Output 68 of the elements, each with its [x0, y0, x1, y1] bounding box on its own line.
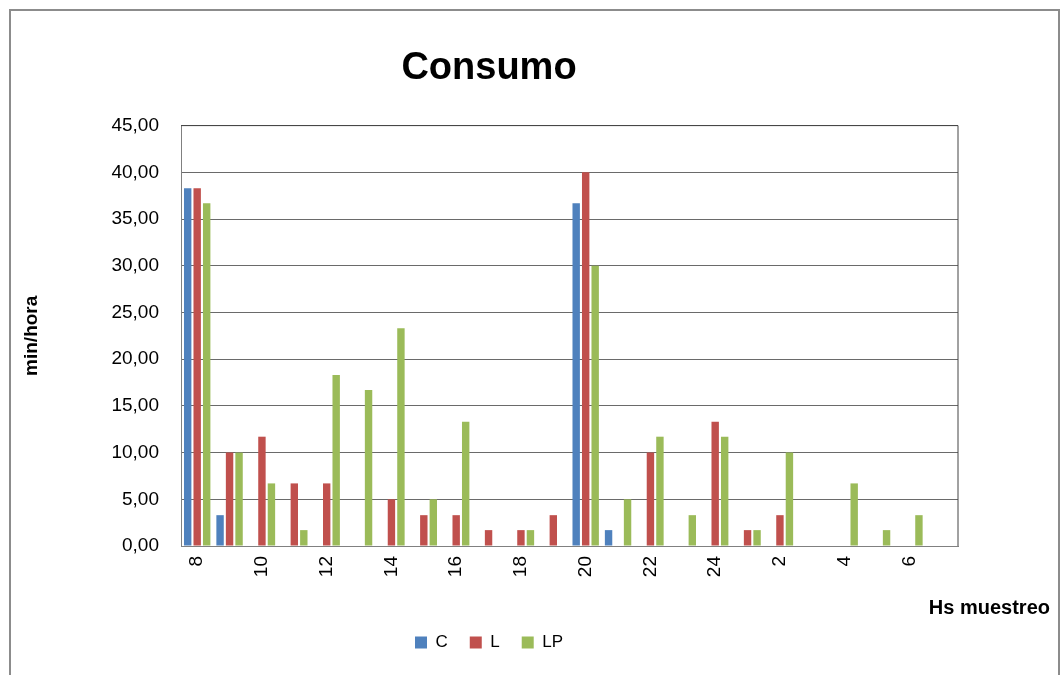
x-tick-label: 16: [444, 556, 466, 578]
y-tick-label: 30,00: [111, 253, 159, 275]
bar: [290, 483, 299, 546]
bar: [915, 515, 923, 546]
bar: [572, 203, 580, 546]
bar: [258, 436, 266, 546]
bar: [549, 515, 558, 546]
y-tick-label: 5,00: [122, 487, 159, 509]
x-tick-label: 6: [897, 556, 919, 567]
x-tick-label: 8: [185, 556, 207, 567]
bar: [785, 452, 794, 546]
bar: [623, 499, 632, 546]
bar: [461, 421, 470, 546]
bar: [517, 530, 525, 546]
x-tick-label: 20: [573, 556, 595, 578]
x-tick-label: 24: [703, 555, 725, 578]
x-tick-label: 2: [768, 556, 790, 567]
bar: [484, 530, 493, 546]
bar: [688, 515, 697, 546]
bar: [235, 452, 243, 546]
chart-title: Consumo: [401, 45, 577, 88]
bar: [743, 530, 752, 546]
x-tick-label: 22: [638, 556, 660, 578]
bar: [429, 499, 438, 546]
y-tick-label: 40,00: [111, 160, 159, 182]
bar: [452, 515, 460, 546]
y-tick-label: 45,00: [111, 113, 159, 135]
y-tick-label: 0,00: [122, 534, 159, 556]
y-axis-title: min/hora: [19, 295, 41, 376]
bar: [216, 515, 224, 546]
y-tick-label: 15,00: [111, 394, 159, 416]
bar: [332, 375, 340, 546]
legend-label: L: [490, 632, 500, 652]
bar: [850, 483, 858, 546]
bar: [646, 452, 655, 546]
bar: [420, 515, 428, 546]
bar: [183, 188, 192, 546]
bar: [322, 483, 331, 546]
x-tick-label: 18: [509, 556, 531, 578]
x-tick-label: 10: [250, 556, 272, 578]
bar: [591, 265, 599, 546]
bar: [604, 530, 613, 546]
bar: [397, 328, 405, 546]
y-tick-label: 25,00: [111, 300, 159, 322]
bar: [581, 172, 590, 546]
y-tick-label: 35,00: [111, 207, 159, 229]
bar: [711, 421, 719, 546]
y-tick-label: 10,00: [111, 440, 159, 462]
x-tick-label: 14: [379, 555, 401, 578]
bar: [202, 203, 211, 546]
bar: [776, 515, 784, 546]
bar: [656, 436, 664, 546]
bar: [300, 530, 308, 546]
bar: [387, 499, 396, 546]
x-tick-label: 4: [832, 555, 854, 567]
bar: [193, 188, 201, 546]
bar: [267, 483, 276, 546]
bar: [882, 530, 891, 546]
y-tick-label: 20,00: [111, 347, 159, 369]
legend-label: LP: [542, 632, 564, 652]
legend-label: C: [435, 632, 448, 652]
bar: [225, 452, 234, 546]
bar: [720, 436, 729, 546]
x-tick-label: 12: [314, 556, 336, 578]
bar: [364, 389, 373, 546]
x-axis-title: Hs muestreo: [928, 595, 1050, 618]
bar: [526, 530, 535, 546]
bar: [753, 530, 761, 546]
